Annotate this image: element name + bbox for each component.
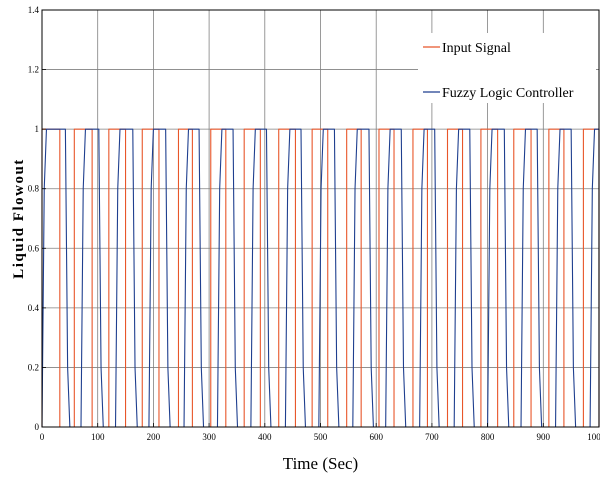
x-tick-label: 500	[314, 432, 328, 442]
x-tick-label: 800	[481, 432, 495, 442]
y-tick-label: 1.4	[28, 5, 40, 15]
y-tick-label: 1	[35, 124, 40, 134]
series-line-fuzzy-logic-controller	[41, 128, 600, 428]
y-tick-label: 0.6	[28, 243, 40, 253]
x-tick-label: 600	[369, 432, 383, 442]
y-tick-label: 0	[35, 422, 40, 432]
x-tick-label: 300	[202, 432, 216, 442]
x-tick-label: 0	[40, 432, 45, 442]
x-axis-label: Time (Sec)	[283, 454, 358, 473]
x-tick-label: 400	[258, 432, 272, 442]
legend: Input Signal Fuzzy Logic Controller	[418, 33, 596, 103]
y-axis-label: Liquid Flowout	[11, 158, 27, 279]
y-tick-label: 1.2	[28, 65, 39, 75]
y-tick-label: 0.2	[28, 362, 39, 372]
tick-labels: 0 100 200 300 400 500 600 700 800 900 10000.20.40.…	[28, 5, 600, 442]
x-tick-label: 100	[587, 432, 600, 442]
x-tick-label: 900	[537, 432, 551, 442]
legend-label-input-signal: Input Signal	[442, 41, 511, 56]
x-tick-label: 100	[91, 432, 105, 442]
x-tick-label: 700	[425, 432, 439, 442]
y-tick-label: 0.8	[28, 184, 40, 194]
legend-box	[418, 33, 596, 103]
x-tick-label: 200	[147, 432, 161, 442]
y-tick-label: 0.4	[28, 303, 40, 313]
legend-label-fuzzy-logic-controller: Fuzzy Logic Controller	[442, 86, 574, 101]
